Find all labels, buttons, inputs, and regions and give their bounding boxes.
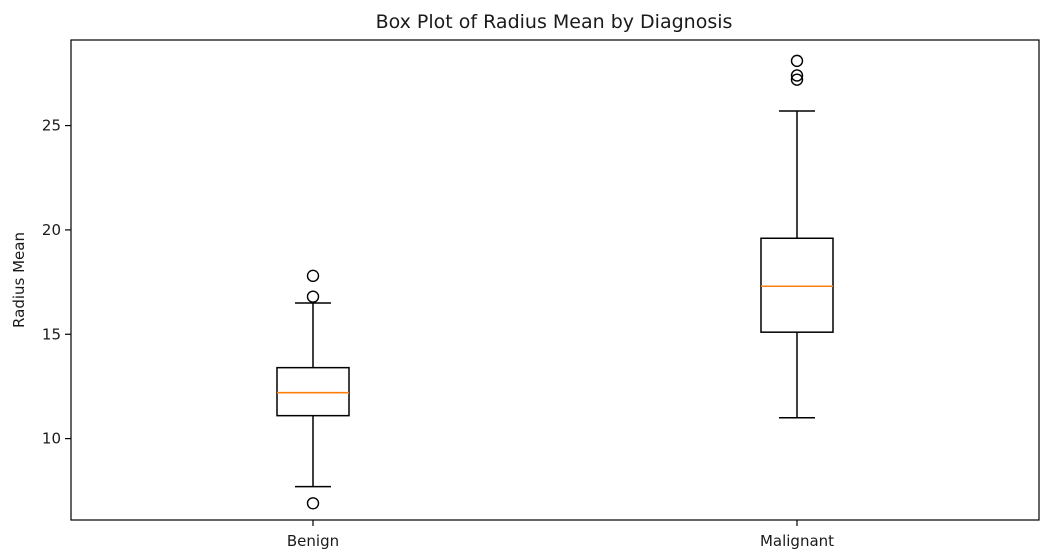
box-series [276,54,834,510]
outlier-point [306,269,320,283]
x-axis-ticks: Benign Malignant [287,520,834,550]
box-malignant [760,54,834,419]
iqr-box [760,237,834,333]
y-axis-label: Radius Mean [10,232,28,328]
outlier-point [306,497,320,510]
chart-title: Box Plot of Radius Mean by Diagnosis [376,11,733,33]
y-tick-label: 20 [42,221,61,239]
y-tick-label: 25 [42,117,61,135]
y-tick-label: 15 [42,325,61,343]
iqr-box [276,366,350,417]
x-tick-label: Benign [287,532,339,550]
box-benign [276,269,350,510]
outlier-point [790,69,804,82]
plot-area-frame [70,39,1040,521]
outlier-point [790,54,804,68]
outlier-point [790,73,804,86]
x-tick-label: Malignant [760,532,834,550]
y-axis-ticks: 10 15 20 25 [42,117,71,448]
outlier-point [306,290,320,303]
y-tick-label: 10 [42,430,61,448]
